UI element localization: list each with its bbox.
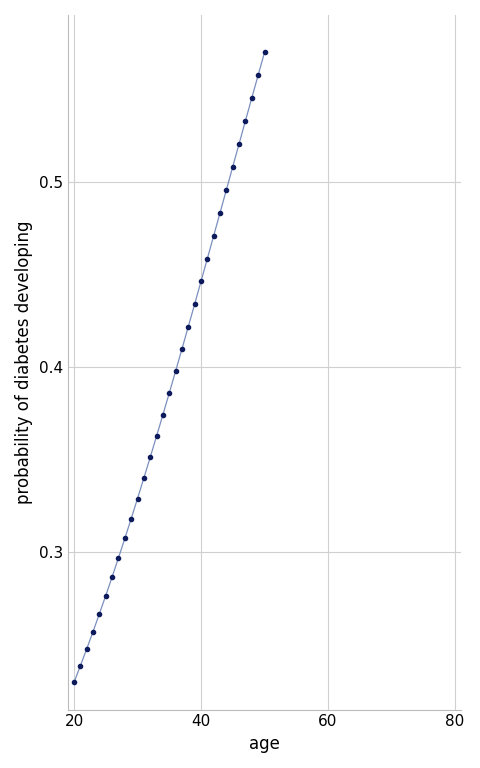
Point: [76, 660, 84, 672]
Point: [115, 551, 122, 564]
Y-axis label: probability of diabetes developing: probability of diabetes developing: [15, 220, 33, 504]
Point: [248, 91, 256, 104]
Point: [140, 472, 148, 484]
Point: [96, 607, 103, 620]
Point: [70, 676, 78, 688]
Point: [204, 253, 211, 265]
Point: [184, 320, 192, 333]
Point: [83, 643, 91, 655]
Point: [127, 512, 135, 525]
Point: [210, 230, 217, 242]
Point: [159, 409, 167, 421]
Point: [197, 275, 205, 287]
X-axis label: age: age: [249, 735, 280, 753]
Point: [178, 343, 186, 355]
Point: [166, 387, 173, 399]
Point: [191, 298, 199, 310]
Point: [223, 184, 230, 196]
Point: [133, 492, 141, 505]
Point: [229, 161, 237, 173]
Point: [172, 365, 180, 377]
Point: [102, 589, 109, 601]
Point: [241, 114, 249, 127]
Point: [121, 532, 129, 545]
Point: [108, 571, 116, 583]
Point: [89, 625, 97, 637]
Point: [261, 46, 268, 58]
Point: [254, 69, 262, 81]
Point: [235, 137, 243, 150]
Point: [216, 207, 224, 219]
Point: [153, 430, 160, 442]
Point: [146, 451, 154, 463]
